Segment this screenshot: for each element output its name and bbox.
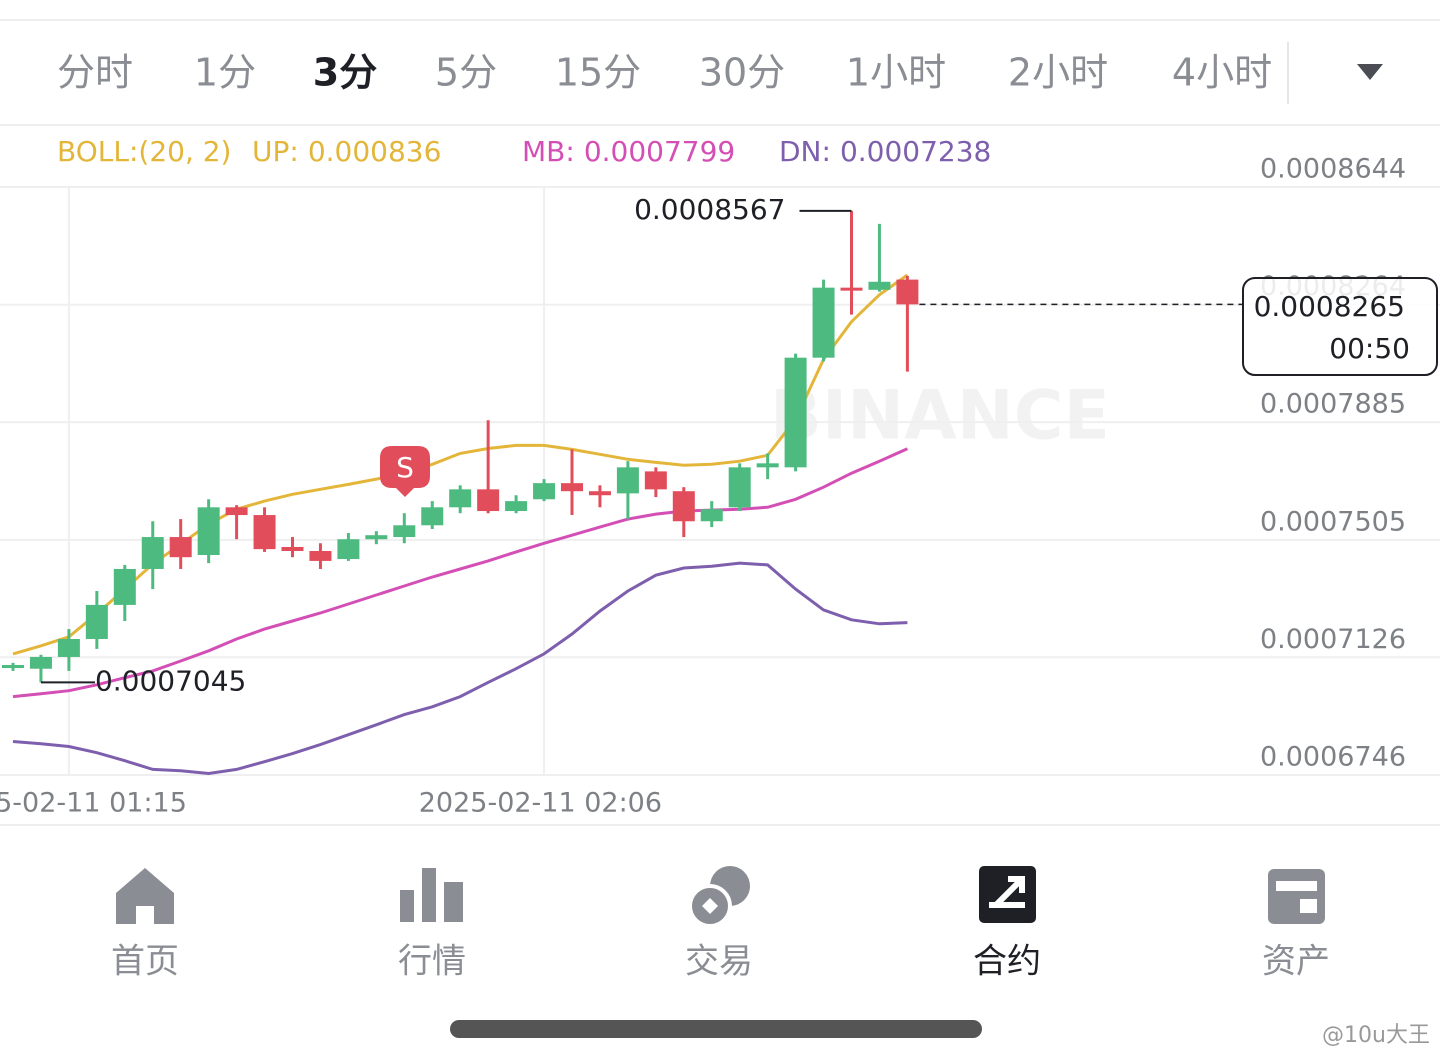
nav-label[interactable]: 交易: [685, 942, 753, 982]
trade-icon[interactable]: [702, 898, 718, 914]
legend-name: DN:: [779, 135, 831, 168]
candle-body: [672, 491, 695, 522]
x-tick-label: 2025-02-11 02:06: [419, 788, 662, 819]
y-tick-label: 0.0007505: [1260, 506, 1406, 537]
interval-tab[interactable]: 1分: [194, 51, 256, 95]
y-tick-label: 0.0007126: [1260, 624, 1406, 655]
assets-icon[interactable]: [1268, 869, 1325, 924]
candle-body: [868, 281, 891, 290]
legend-entry: UP: 0.000836: [252, 135, 441, 168]
x-tick-label: 5-02-11 01:15: [0, 788, 187, 819]
interval-tab[interactable]: 5分: [435, 51, 497, 95]
candle-body: [477, 489, 500, 512]
candle-body: [896, 279, 919, 305]
legend-entry: DN: 0.0007238: [779, 135, 991, 168]
assets-icon[interactable]: [1300, 899, 1317, 913]
y-tick-label: 0.0007885: [1260, 389, 1406, 420]
candle-body: [533, 483, 556, 500]
candle-body: [169, 537, 192, 558]
high-label: 0.0008567: [634, 193, 785, 226]
nav-label[interactable]: 行情: [398, 942, 466, 982]
candle-body: [197, 507, 220, 556]
candle-body: [225, 507, 248, 516]
nav-label[interactable]: 资产: [1262, 942, 1330, 982]
candle-body: [57, 638, 80, 657]
candle-body: [812, 287, 835, 358]
interval-tab[interactable]: 分时: [57, 51, 133, 95]
candle-body: [700, 509, 723, 522]
plot: 0.00086440.00082640.00078850.00075050.00…: [0, 135, 1440, 819]
candle-body: [2, 665, 24, 669]
candle-body: [85, 604, 108, 639]
bottom-nav: 首页 行情 交易 合约 资产: [111, 942, 1330, 982]
legend-name: UP:: [252, 135, 299, 168]
dropdown-arrow[interactable]: [1357, 64, 1383, 80]
low-label: 0.0007045: [95, 664, 246, 697]
candle-body: [113, 568, 136, 605]
watermark: BINANCE: [770, 377, 1110, 456]
candle-body: [756, 463, 779, 468]
indicator-name: BOLL:(20, 2): [57, 135, 231, 168]
legend-value: 0.000836: [308, 135, 442, 168]
interval-tab[interactable]: 1小时: [846, 51, 946, 95]
home-indicator: [450, 1020, 982, 1038]
signal-pin: [380, 446, 430, 497]
interval-tab[interactable]: 15分: [555, 51, 641, 95]
interval-tab[interactable]: 4小时: [1172, 51, 1272, 95]
countdown: 00:50: [1329, 332, 1410, 365]
candle-body: [588, 491, 611, 496]
signal-marker: S: [380, 446, 430, 497]
price-box-value: 0.0008265: [1254, 290, 1405, 323]
futures-icon[interactable]: [992, 876, 1025, 909]
y-tick-label: 0.0006746: [1260, 742, 1406, 773]
candle-body: [281, 546, 304, 552]
legend-value: 0.0007799: [584, 135, 735, 168]
nav-label[interactable]: 合约: [973, 942, 1041, 982]
boll-line: [12, 561, 908, 776]
market-icon[interactable]: [444, 882, 463, 922]
candle-body: [840, 287, 863, 291]
legend-value: 0.0007238: [840, 135, 991, 168]
candle-body: [784, 357, 807, 468]
assets-icon[interactable]: [1276, 881, 1317, 891]
candle-body: [616, 467, 639, 494]
price-box: [1242, 277, 1438, 376]
interval-tab[interactable]: 30分: [699, 51, 785, 95]
legend-name: MB:: [522, 135, 575, 168]
candle-body: [309, 551, 332, 561]
candle-body: [141, 537, 164, 569]
market-icon[interactable]: [400, 890, 414, 922]
futures-icon[interactable]: [989, 902, 1025, 908]
home-icon[interactable]: [116, 868, 174, 924]
candle-body: [505, 501, 528, 512]
interval-tab[interactable]: 2小时: [1008, 51, 1108, 95]
candle-body: [29, 656, 52, 669]
interval-tab[interactable]: 3分: [313, 51, 377, 95]
candle-body: [253, 515, 276, 550]
candle-body: [421, 507, 444, 526]
market-icon[interactable]: [422, 868, 436, 922]
legend-entry: MB: 0.0007799: [522, 135, 735, 168]
interval-tabs: 分时 1分 3分 5分 15分 30分 1小时 2小时 4小时: [57, 51, 1272, 95]
boll-line: [12, 447, 909, 699]
candle-body: [561, 483, 583, 492]
signal-text: S: [396, 451, 414, 484]
nav-label[interactable]: 首页: [111, 942, 179, 982]
candle-body: [393, 525, 416, 538]
candle-body: [644, 471, 667, 490]
candle-body: [337, 539, 360, 560]
candle-body: [449, 489, 472, 508]
credit: @10u大王: [1322, 1023, 1430, 1048]
candle-body: [365, 535, 388, 540]
nav-icons: [116, 866, 1325, 928]
y-tick-label: 0.0008644: [1260, 153, 1406, 184]
candle-body: [728, 467, 751, 508]
